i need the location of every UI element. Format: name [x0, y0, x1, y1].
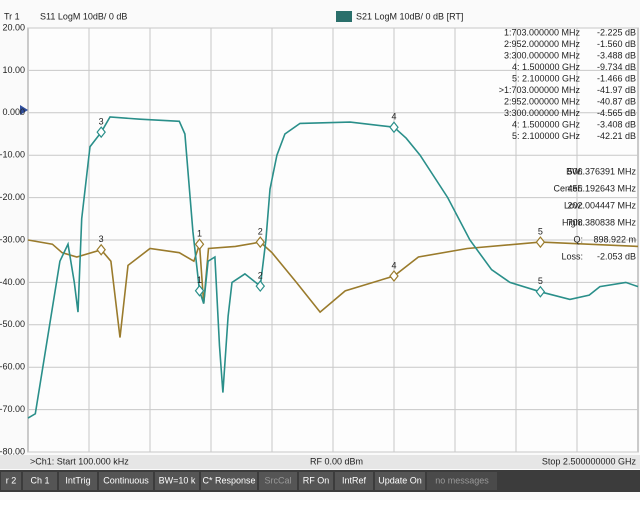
y-tick-label: -50.00: [0, 319, 25, 329]
stat-label: High:: [562, 217, 583, 227]
marker: [96, 126, 106, 139]
y-tick-label: -80.00: [0, 446, 25, 456]
marker: [535, 236, 546, 249]
stat-value: -2.053 dB: [597, 251, 636, 261]
toolbar-button[interactable]: [375, 472, 425, 490]
marker: [389, 121, 399, 134]
stat-label: Q:: [573, 234, 583, 244]
toolbar-button-label[interactable]: Update On: [378, 475, 422, 485]
toolbar-button-label[interactable]: RF On: [303, 475, 330, 485]
stat-label: Low:: [564, 200, 583, 210]
trace: [27, 116, 639, 419]
toolbar-button-label[interactable]: r 2: [6, 475, 17, 485]
toolbar-button[interactable]: [201, 472, 257, 490]
marker: [96, 243, 106, 256]
marker-freq: 4: 1.500000 GHz: [512, 62, 581, 72]
marker-value: -40.87 dB: [597, 96, 636, 106]
marker-label: 2: [258, 270, 263, 280]
stat-label: Loss:: [561, 251, 583, 261]
stat-value: 708.380838 MHz: [567, 217, 636, 227]
y-tick-label: -20.00: [0, 192, 25, 202]
y-tick-label: 0.000: [2, 107, 25, 117]
marker-freq: 5: 2.100000 GHz: [512, 73, 581, 83]
marker-label: 1: [197, 275, 202, 285]
stat-label: Center:: [553, 183, 583, 193]
marker: [535, 285, 546, 298]
marker: [255, 280, 266, 293]
marker-freq: >1:703.000000 MHz: [499, 85, 581, 95]
marker-label: 5: [538, 226, 543, 236]
marker: [194, 284, 205, 297]
s11-label: S11 LogM 10dB/ 0 dB: [40, 11, 127, 21]
marker-value: -1.560 dB: [597, 39, 636, 49]
toolbar-button: [427, 472, 497, 490]
marker: [389, 270, 399, 283]
toolbar-button-label[interactable]: C* Response: [202, 475, 255, 485]
marker-value: -2.225 dB: [597, 27, 636, 37]
toolbar-button[interactable]: [59, 472, 97, 490]
y-tick-label: 10.00: [2, 65, 25, 75]
toolbar-button[interactable]: [259, 472, 297, 490]
marker-value: -41.97 dB: [597, 85, 636, 95]
rf-power: RF 0.00 dBm: [310, 456, 363, 466]
stat-label: BW:: [566, 166, 583, 176]
toolbar-button[interactable]: [335, 472, 373, 490]
marker-value: -3.408 dB: [597, 119, 636, 129]
marker-label: 4: [391, 112, 396, 122]
toolbar-button-label[interactable]: BW=10 k: [159, 475, 196, 485]
marker-label: 5: [538, 276, 543, 286]
toolbar-button[interactable]: [99, 472, 153, 490]
toolbar-button-label[interactable]: Continuous: [103, 475, 149, 485]
active-trace-badge: [336, 11, 352, 22]
s21-label: S21 LogM 10dB/ 0 dB [RT]: [356, 11, 463, 21]
marker: [194, 238, 205, 251]
stat-value: 455.192643 MHz: [567, 183, 636, 193]
marker-freq: 3:300.000000 MHz: [504, 50, 581, 60]
y-tick-label: -40.00: [0, 277, 25, 287]
marker-value: -9.734 dB: [597, 62, 636, 72]
toolbar-button[interactable]: [299, 472, 333, 490]
marker-label: 1: [197, 229, 202, 239]
stat-value: 202.004447 MHz: [567, 200, 636, 210]
marker-label: 2: [258, 226, 263, 236]
toolbar-button[interactable]: [23, 472, 57, 490]
toolbar-button[interactable]: [1, 472, 21, 490]
y-tick-label: 20.00: [2, 22, 25, 32]
marker-value: -4.565 dB: [597, 108, 636, 118]
y-tick-label: -60.00: [0, 362, 25, 372]
marker-freq: 4: 1.500000 GHz: [512, 119, 581, 129]
y-tick-label: -70.00: [0, 404, 25, 414]
reference-arrow: [20, 105, 28, 115]
y-tick-label: -10.00: [0, 150, 25, 160]
toolbar-button-label: no messages: [435, 475, 489, 485]
stat-value: 506.376391 MHz: [567, 166, 636, 176]
toolbar-button-label[interactable]: IntRef: [342, 475, 367, 485]
marker-freq: 3:300.000000 MHz: [504, 108, 581, 118]
y-tick-label: -30.00: [0, 234, 25, 244]
toolbar-button-label[interactable]: IntTrig: [65, 475, 90, 485]
marker-value: -1.466 dB: [597, 73, 636, 83]
marker-freq: 2:952.000000 MHz: [504, 39, 581, 49]
marker-value: -42.21 dB: [597, 131, 636, 141]
marker-value: -3.488 dB: [597, 50, 636, 60]
status-bar: [0, 455, 640, 469]
marker: [255, 236, 266, 249]
toolbar-button-label[interactable]: Ch 1: [30, 475, 49, 485]
marker-label: 4: [391, 260, 396, 270]
stop-freq: Stop 2.500000000 GHz: [542, 456, 637, 466]
toolbar-button-label[interactable]: SrcCal: [264, 475, 291, 485]
marker-label: 3: [99, 234, 104, 244]
trace-label: Tr 1: [4, 11, 20, 21]
marker-label: 3: [99, 117, 104, 127]
marker-freq: 2:952.000000 MHz: [504, 96, 581, 106]
start-freq: >Ch1: Start 100.000 kHz: [30, 456, 129, 466]
stat-value: 898.922 m: [593, 234, 636, 244]
marker-freq: 5: 2.100000 GHz: [512, 131, 581, 141]
toolbar-button[interactable]: [155, 472, 199, 490]
marker-freq: 1:703.000000 MHz: [504, 27, 581, 37]
